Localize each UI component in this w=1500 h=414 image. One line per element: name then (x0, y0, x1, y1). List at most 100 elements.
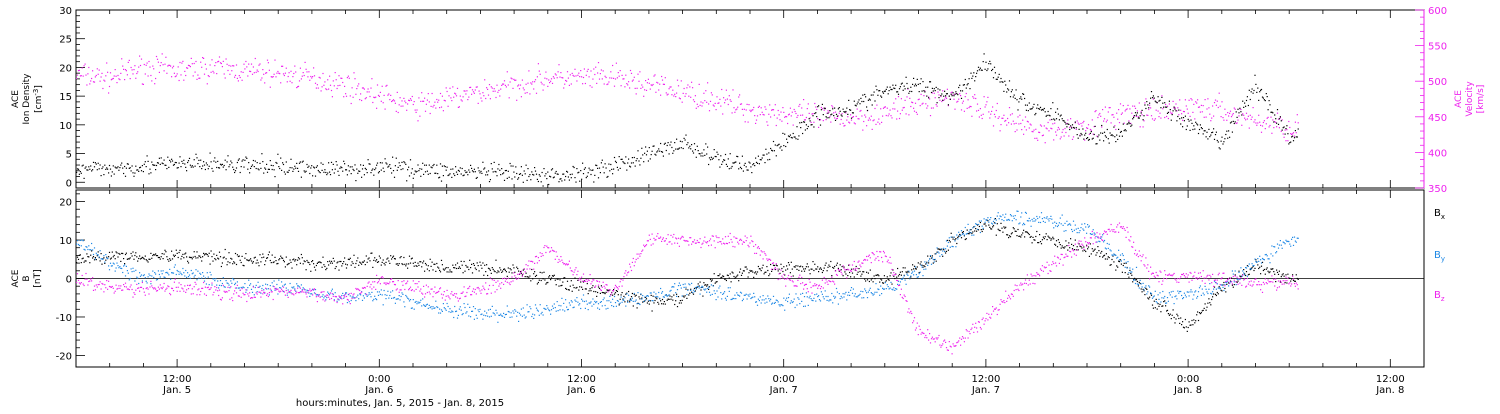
density-point (787, 142, 788, 143)
density-point (710, 159, 711, 160)
by-point (457, 318, 458, 319)
velocity-point (253, 66, 254, 67)
bx-point (572, 291, 573, 292)
density-point (123, 173, 124, 174)
by-point (475, 308, 476, 309)
density-point (1179, 118, 1180, 119)
bx-point (767, 270, 768, 271)
density-point (974, 80, 975, 81)
by-point (735, 298, 736, 299)
velocity-point (316, 88, 317, 89)
density-point (464, 175, 465, 176)
bx-point (744, 270, 745, 271)
bx-point (558, 279, 559, 280)
by-point (193, 272, 194, 273)
by-point (534, 314, 535, 315)
y-tick-label: 0 (66, 275, 72, 286)
velocity-point (1142, 114, 1143, 115)
velocity-point (192, 63, 193, 64)
density-point (282, 162, 283, 163)
velocity-point (548, 79, 549, 80)
by-point (758, 299, 759, 300)
velocity-point (1029, 127, 1030, 128)
density-point (350, 166, 351, 167)
bx-point (379, 256, 380, 257)
velocity-point (1213, 116, 1214, 117)
velocity-point (1012, 113, 1013, 114)
bx-point (852, 273, 853, 274)
velocity-point (698, 106, 699, 107)
velocity-point (682, 102, 683, 103)
velocity-point (1019, 115, 1020, 116)
density-point (231, 162, 232, 163)
velocity-point (834, 117, 835, 118)
density-point (487, 174, 488, 175)
density-point (580, 170, 581, 171)
density-point (377, 163, 378, 164)
density-point (455, 166, 456, 167)
by-point (686, 294, 687, 295)
velocity-point (574, 69, 575, 70)
density-point (406, 180, 407, 181)
velocity-point (521, 96, 522, 97)
velocity-point (568, 78, 569, 79)
b-axis-label-line: ACE (11, 269, 21, 287)
by-point (696, 288, 697, 289)
density-point (834, 108, 835, 109)
velocity-point (826, 119, 827, 120)
density-point (705, 143, 706, 144)
bx-point (138, 258, 139, 259)
density-point (883, 93, 884, 94)
bx-point (1016, 235, 1017, 236)
velocity-point (290, 71, 291, 72)
bx-point (518, 271, 519, 272)
density-point (991, 70, 992, 71)
density-point (161, 157, 162, 158)
density-point (953, 95, 954, 96)
velocity-point (532, 81, 533, 82)
density-point (709, 157, 710, 158)
velocity-point (380, 92, 381, 93)
bx-point (313, 263, 314, 264)
density-point (601, 162, 602, 163)
velocity-point (472, 89, 473, 90)
by-point (454, 306, 455, 307)
velocity-point (985, 106, 986, 107)
bx-point (1193, 319, 1194, 320)
density-point (960, 90, 961, 91)
bx-point (1017, 229, 1018, 230)
bx-point (1153, 308, 1154, 309)
bx-point (1179, 323, 1180, 324)
velocity-point (898, 96, 899, 97)
density-point (1100, 132, 1101, 133)
density-point (560, 178, 561, 179)
bx-point (445, 268, 446, 269)
velocity-point (251, 64, 252, 65)
velocity-point (1212, 105, 1213, 106)
velocity-point (180, 74, 181, 75)
velocity-point (846, 120, 847, 121)
density-point (571, 177, 572, 178)
bx-point (483, 275, 484, 276)
density-point (663, 156, 664, 157)
density-point (1290, 142, 1291, 143)
density-point (1194, 129, 1195, 130)
by-point (87, 249, 88, 250)
density-point (144, 164, 145, 165)
by-point (492, 306, 493, 307)
by-point (216, 285, 217, 286)
bx-point (1022, 232, 1023, 233)
bx-point (322, 267, 323, 268)
velocity-point (1125, 110, 1126, 111)
by-point (448, 311, 449, 312)
density-point (813, 126, 814, 127)
bx-point (179, 252, 180, 253)
velocity-point (359, 99, 360, 100)
bx-point (192, 258, 193, 259)
density-point (537, 179, 538, 180)
density-point (980, 68, 981, 69)
velocity-point (862, 130, 863, 131)
velocity-point (511, 78, 512, 79)
density-point (547, 172, 548, 173)
bx-point (1169, 315, 1170, 316)
